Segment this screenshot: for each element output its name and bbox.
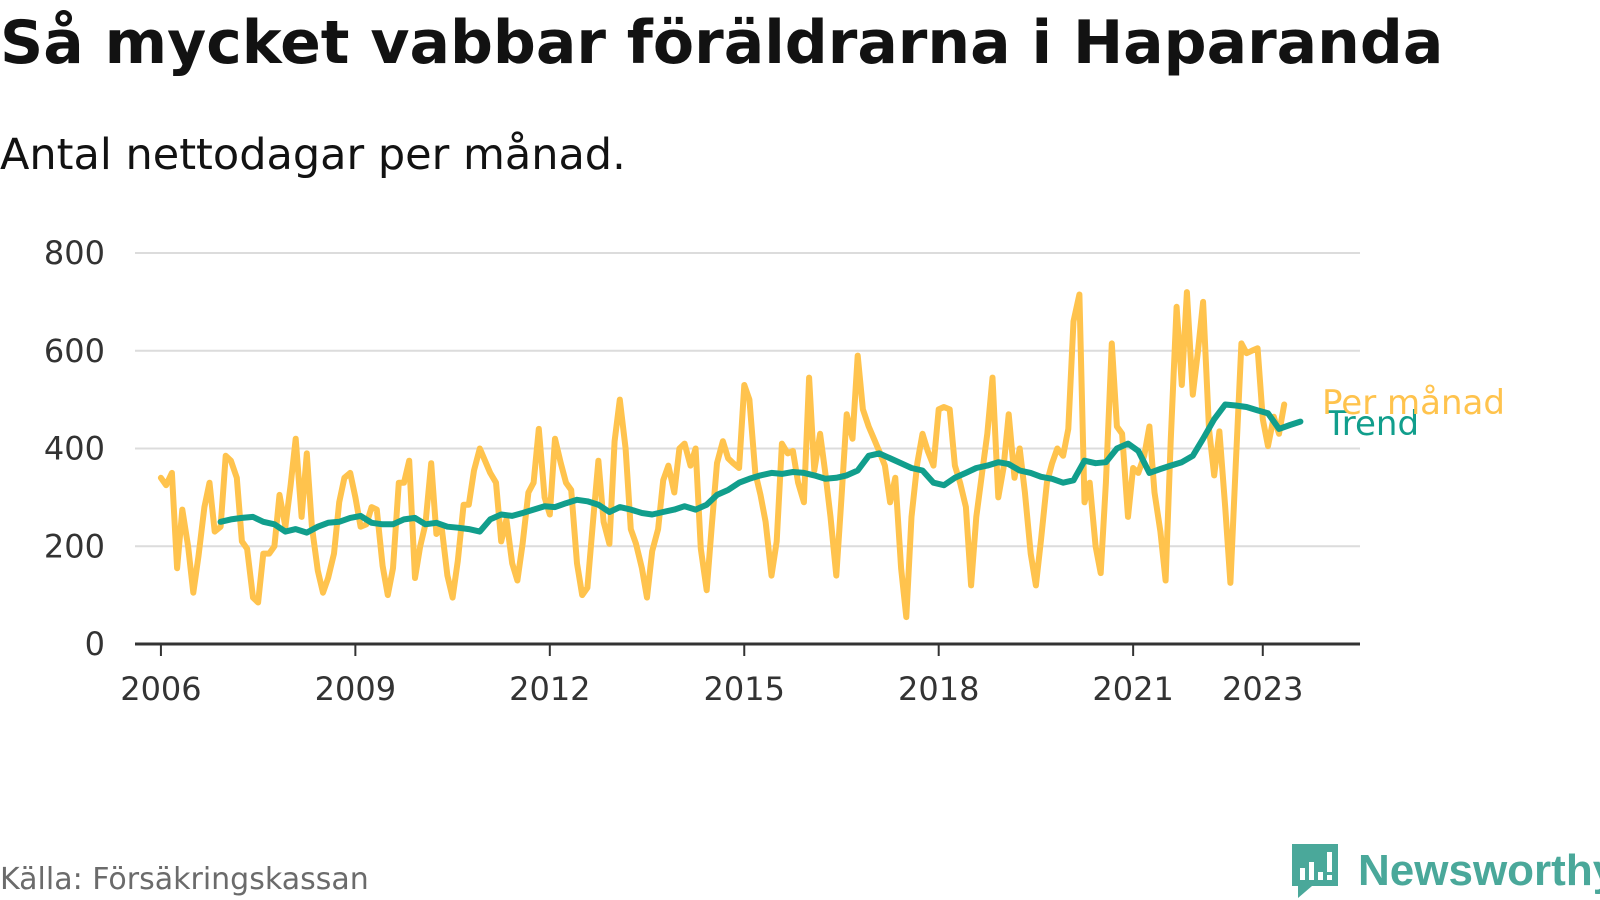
chart-subtitle: Antal nettodagar per månad. <box>0 130 626 180</box>
x-tick-label: 2021 <box>1092 670 1173 708</box>
y-tick-label: 800 <box>44 234 105 272</box>
y-tick-label: 400 <box>44 430 105 468</box>
x-tick-label: 2009 <box>315 670 396 708</box>
series-line-per-manad <box>157 289 1288 621</box>
brand: Newsworthy <box>1290 842 1600 900</box>
grid-lines <box>135 252 1360 548</box>
y-tick-label: 200 <box>44 527 105 565</box>
series-label-trend: Trend <box>1325 404 1419 444</box>
x-tick-label: 2018 <box>898 670 979 708</box>
series-label-per-manad: Per månad <box>1322 383 1505 423</box>
x-axis: 2006 2009 2012 2015 2018 2021 2023 <box>120 642 1360 708</box>
x-tick-label: 2006 <box>120 670 201 708</box>
source-note: Källa: Försäkringskassan <box>0 862 369 897</box>
series-line-trend <box>217 401 1304 536</box>
y-axis-ticks: 0 200 400 600 800 <box>44 234 105 663</box>
newsworthy-logo-icon <box>1292 844 1338 898</box>
series-lines <box>157 289 1304 621</box>
x-tick-label: 2023 <box>1222 670 1303 708</box>
y-tick-label: 600 <box>44 332 105 370</box>
x-tick-label: 2015 <box>704 670 785 708</box>
x-tick-label: 2012 <box>509 670 590 708</box>
chart-title: Så mycket vabbar föräldrarna i Haparanda <box>0 8 1444 78</box>
y-tick-label: 0 <box>85 625 105 663</box>
brand-name: Newsworthy <box>1358 846 1600 895</box>
